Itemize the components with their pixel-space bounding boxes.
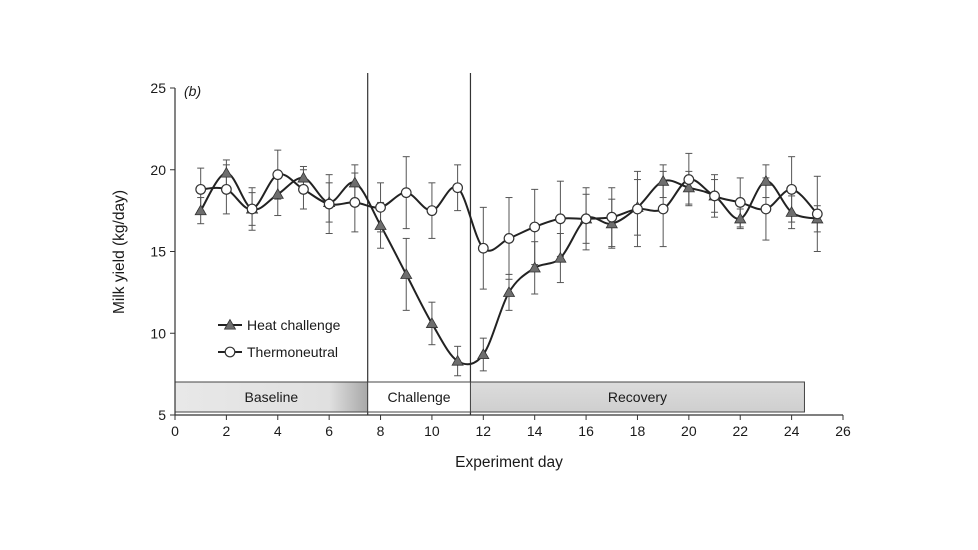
data-point-heat-challenge — [348, 176, 362, 188]
phase-label-recovery: Recovery — [608, 389, 667, 405]
legend-label-thermoneutral: Thermoneutral — [247, 344, 338, 360]
y-tick-label: 5 — [158, 407, 166, 423]
data-point-heat-challenge — [425, 317, 439, 328]
data-point-heat-challenge — [554, 251, 567, 263]
data-point-thermoneutral — [760, 203, 772, 215]
x-tick-label: 6 — [325, 423, 333, 439]
legend-marker-heat-challenge — [223, 318, 237, 330]
x-tick-label: 10 — [424, 423, 440, 439]
data-point-thermoneutral — [426, 205, 438, 217]
phase-bar-recovery — [469, 381, 805, 413]
x-tick-label: 24 — [784, 423, 800, 439]
data-point-heat-challenge — [477, 348, 490, 360]
data-point-thermoneutral — [375, 201, 386, 213]
data-point-thermoneutral — [272, 169, 284, 181]
data-point-thermoneutral — [477, 242, 489, 254]
data-point-thermoneutral — [503, 233, 515, 244]
data-point-thermoneutral — [606, 211, 618, 223]
data-point-thermoneutral — [709, 190, 720, 202]
data-point-thermoneutral — [580, 213, 592, 225]
data-point-heat-challenge — [605, 217, 618, 229]
data-point-heat-challenge — [656, 174, 670, 186]
x-tick-label: 14 — [527, 423, 543, 439]
data-point-heat-challenge — [451, 354, 464, 366]
data-point-heat-challenge — [194, 204, 207, 216]
data-point-thermoneutral — [323, 198, 335, 210]
data-point-thermoneutral — [400, 187, 412, 199]
data-point-heat-challenge — [400, 268, 413, 279]
x-tick-label: 2 — [222, 423, 230, 439]
legend-marker-thermoneutral — [224, 346, 236, 358]
y-tick-label: 25 — [150, 80, 166, 96]
data-point-heat-challenge — [528, 261, 541, 273]
data-point-thermoneutral — [452, 182, 464, 194]
data-point-thermoneutral — [529, 221, 541, 233]
data-point-heat-challenge — [374, 219, 387, 230]
panel-label: (b) — [184, 83, 201, 99]
phase-label-baseline: Baseline — [244, 389, 298, 405]
data-point-heat-challenge — [297, 171, 310, 183]
x-tick-label: 12 — [476, 423, 492, 439]
data-point-heat-challenge — [682, 181, 696, 193]
x-tick-label: 22 — [732, 423, 748, 439]
data-point-thermoneutral — [195, 183, 207, 195]
data-point-heat-challenge — [271, 187, 284, 199]
data-point-heat-challenge — [734, 212, 747, 224]
data-point-heat-challenge — [759, 174, 773, 186]
y-tick-label: 15 — [150, 244, 166, 260]
data-point-thermoneutral — [811, 208, 823, 220]
x-tick-label: 4 — [274, 423, 282, 439]
data-point-thermoneutral — [632, 203, 643, 215]
data-point-heat-challenge — [502, 286, 516, 297]
markers-thermoneutral — [195, 169, 823, 254]
data-point-heat-challenge — [220, 166, 233, 178]
x-tick-label: 26 — [835, 423, 851, 439]
x-tick-label: 16 — [578, 423, 594, 439]
y-axis-title: Milk yield (kg/day) — [111, 190, 128, 314]
phase-bars: Baseline Challenge Recovery — [174, 381, 805, 413]
data-point-thermoneutral — [683, 174, 695, 185]
series-thermoneutral — [197, 149, 821, 290]
x-axis-title: Experiment day — [455, 454, 563, 471]
phase-dividers — [367, 73, 472, 415]
data-point-thermoneutral — [786, 183, 798, 195]
phase-label-challenge: Challenge — [388, 389, 451, 405]
data-point-thermoneutral — [734, 197, 746, 208]
data-point-thermoneutral — [657, 203, 669, 215]
y-tick-label: 20 — [150, 162, 166, 178]
x-tick-label: 0 — [171, 423, 179, 439]
series-layer — [194, 149, 824, 377]
legend-label-heat-challenge: Heat challenge — [247, 317, 341, 333]
data-point-thermoneutral — [349, 197, 361, 208]
x-tick-label: 8 — [377, 423, 385, 439]
phase-bar-challenge — [367, 381, 471, 413]
legend: Heat challenge Thermoneutral — [218, 317, 341, 360]
data-point-thermoneutral — [298, 183, 309, 195]
data-point-heat-challenge — [785, 205, 798, 217]
data-point-thermoneutral — [554, 213, 566, 225]
x-tick-label: 18 — [630, 423, 646, 439]
data-point-thermoneutral — [220, 183, 232, 195]
x-tick-label: 20 — [681, 423, 697, 439]
data-point-thermoneutral — [246, 203, 258, 215]
y-tick-label: 10 — [150, 325, 166, 341]
